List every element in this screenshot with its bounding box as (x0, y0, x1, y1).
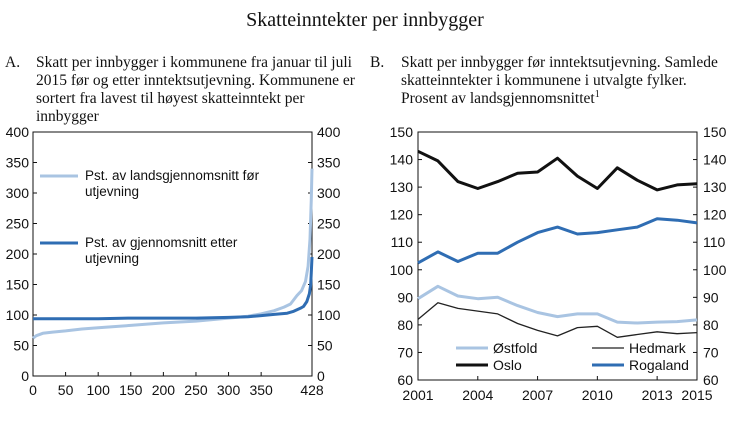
panel-a-ytick-label-right: 100 (317, 307, 341, 323)
panel-b-ytick-label-right: 100 (703, 262, 727, 278)
panel-b-ytick-label-left: 70 (397, 344, 413, 360)
panel-b-ytick-label-left: 120 (390, 207, 414, 223)
panel-b-series-line-oslo (417, 149, 698, 192)
panel-a-legend-label-line: Pst. av gjennomsnitt etter (85, 235, 238, 250)
panel-b-ytick-label-left: 60 (397, 372, 413, 388)
panel-b-ytick-label-right: 150 (703, 124, 727, 140)
panel-a-xtick-label: 100 (87, 382, 111, 398)
panel-b-ytick-label-right: 70 (703, 344, 719, 360)
panel-b-ytick-label-left: 130 (390, 179, 414, 195)
panel-b-plot-frame (417, 131, 698, 381)
panel-a-ytick-label-left: 250 (6, 216, 30, 232)
panel-a-title-text: Skatt per innbygger i kommunene fra janu… (36, 54, 355, 125)
panel-a-legend-label-line: utjevning (85, 251, 139, 266)
panel-a-xtick-label: 350 (249, 382, 273, 398)
panel-a-ytick-label-left: 300 (6, 185, 30, 201)
panel-b-series-line-hedmark (417, 302, 698, 338)
panel-a-xtick-label: 250 (184, 382, 208, 398)
panel-b-xtick-label: 2013 (642, 387, 673, 403)
panel-a-ytick-label-right: 50 (317, 338, 333, 354)
panel-b-ytick-label-left: 110 (391, 234, 414, 250)
panel-a-ytick-label-right: 350 (317, 155, 341, 171)
panel-b-ytick-label-left: 100 (390, 262, 414, 278)
panel-b-xtick-label: 2007 (522, 387, 553, 403)
panel-a-legend-label-1: Pst. av landsgjennomsnitt før utjevning (85, 168, 260, 199)
panel-b-ytick-label-right: 110 (703, 234, 726, 250)
panel-b-ytick-label-left: 90 (397, 289, 413, 305)
panel-b-legend-label-1: Østfold (493, 340, 537, 356)
panel-b-title: B. Skatt per innbygger før inntektsutjev… (370, 54, 720, 108)
panel-a-xtick-label: 300 (217, 382, 241, 398)
panel-b-ytick-label-left: 140 (390, 152, 414, 168)
panel-a-xtick-label: 0 (29, 382, 37, 398)
panel-a-label: A. (5, 54, 21, 71)
panel-a-ytick-label-right: 300 (317, 185, 341, 201)
panel-a-title: A. Skatt per innbygger i kommunene fra j… (5, 54, 357, 126)
panel-b-legend-label-3: Oslo (493, 357, 522, 373)
panel-a-xtick-label: 50 (58, 382, 74, 398)
panel-a-xtick-label: 200 (152, 382, 176, 398)
panel-b-ytick-label-right: 140 (703, 152, 727, 168)
panel-b-series-line-rogaland (417, 217, 698, 265)
panel-a-ytick-label-left: 0 (21, 368, 29, 384)
panel-b-title-text: Skatt per innbygger før inntektsutjevnin… (401, 54, 718, 107)
panel-b-footnote-mark: 1 (594, 88, 600, 100)
panel-b-xtick-label: 2004 (462, 387, 493, 403)
panel-a-ytick-label-left: 350 (6, 155, 30, 171)
panel-a-legend-label-line: utjevning (85, 184, 139, 199)
panel-b-label: B. (370, 54, 385, 71)
panel-a-ytick-label-left: 200 (6, 246, 30, 262)
panel-a-ytick-label-left: 100 (6, 307, 30, 323)
panel-b-xtick-label: 2001 (402, 387, 433, 403)
panel-b-legend-label-2: Hedmark (629, 340, 687, 356)
panel-a-ytick-label-right: 250 (317, 216, 341, 232)
panel-a-ytick-label-right: 150 (317, 277, 341, 293)
panel-b-ytick-label-right: 120 (703, 207, 727, 223)
panel-b-ytick-label-right: 90 (703, 289, 719, 305)
panel-b-ytick-label-right: 60 (703, 372, 719, 388)
panel-b-ytick-label-right: 80 (703, 317, 719, 333)
panel-b-series-line-østfold (417, 284, 698, 325)
panel-b-xtick-label: 2015 (681, 387, 712, 403)
panel-a-series-line-2 (33, 257, 314, 321)
panel-a-xtick-label: 150 (119, 382, 143, 398)
panel-a-ytick-label-left: 150 (6, 277, 30, 293)
panel-a-legend-label-line: Pst. av landsgjennomsnitt før (85, 168, 260, 183)
panel-b-ytick-label-left: 80 (397, 317, 413, 333)
panel-a-xtick-label: 428 (300, 382, 324, 398)
panel-a-ytick-label-left: 400 (6, 124, 30, 140)
panel-a-series-line-1 (32, 168, 314, 340)
panel-a-ytick-label-left: 50 (13, 338, 29, 354)
panel-a-legend-label-2: Pst. av gjennomsnitt etter utjevning (85, 235, 238, 266)
panel-a-ytick-label-right: 200 (317, 246, 341, 262)
main-title: Skatteinntekter per innbygger (246, 9, 484, 31)
panel-a-ytick-label-right: 0 (317, 368, 325, 384)
panel-a-ytick-label-right: 400 (317, 124, 341, 140)
panel-b-chart: 60 60 70 70 80 80 90 90 100 100 110 110 120 120 130 130… (390, 124, 727, 403)
panel-b-xtick-label: 2010 (582, 387, 613, 403)
panel-b-ytick-label-left: 150 (390, 124, 414, 140)
panel-b-ytick-label-right: 130 (703, 179, 727, 195)
panel-b-legend-label-4: Rogaland (629, 357, 689, 373)
